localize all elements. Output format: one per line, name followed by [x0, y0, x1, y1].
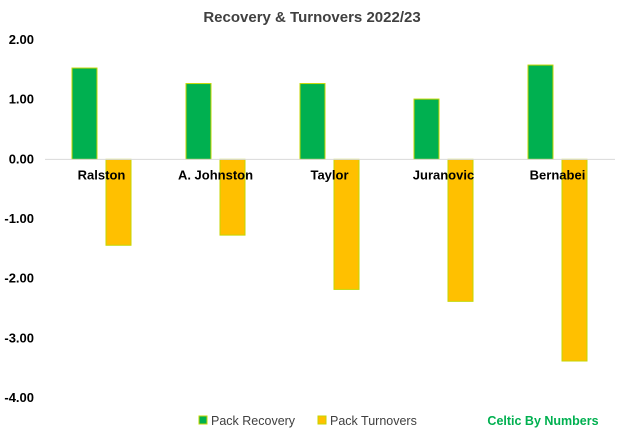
bar-pack-recovery [185, 83, 212, 160]
bar-pack-turnovers [105, 158, 132, 246]
bar-pack-turnovers [561, 158, 588, 362]
y-tick-label: 1.00 [9, 92, 34, 107]
y-tick-label: -1.00 [4, 211, 34, 226]
legend-swatch-pack-recovery [198, 415, 208, 425]
y-tick-label: 2.00 [9, 32, 34, 47]
y-tick-label: -2.00 [4, 271, 34, 286]
legend-label-pack-turnovers: Pack Turnovers [330, 414, 417, 428]
bar-pack-recovery [527, 64, 554, 160]
bars [71, 64, 588, 362]
y-tick-label: 0.00 [9, 151, 34, 166]
y-tick-label: -3.00 [4, 330, 34, 345]
category-labels: Ralston A. Johnston Taylor Juranovic Bernabe… [78, 167, 586, 182]
bar-pack-turnovers [447, 158, 474, 302]
category-label: Bernabei [530, 167, 586, 182]
category-label: A. Johnston [178, 167, 253, 182]
bar-pack-recovery [413, 98, 440, 160]
y-axis: 2.00 1.00 0.00 -1.00 -2.00 -3.00 -4.00 [4, 32, 34, 405]
category-label: Ralston [78, 167, 126, 182]
bar-pack-recovery [71, 67, 98, 160]
bar-pack-turnovers [219, 158, 246, 236]
y-tick-label: -4.00 [4, 390, 34, 405]
watermark: Celtic By Numbers [487, 414, 598, 428]
legend: Pack Recovery Pack Turnovers [198, 414, 417, 428]
chart-title: Recovery & Turnovers 2022/23 [203, 9, 420, 26]
legend-label-pack-recovery: Pack Recovery [211, 414, 296, 428]
legend-swatch-pack-turnovers [317, 415, 327, 425]
category-label: Juranovic [413, 167, 474, 182]
category-label: Taylor [310, 167, 348, 182]
bar-pack-recovery [299, 83, 326, 160]
